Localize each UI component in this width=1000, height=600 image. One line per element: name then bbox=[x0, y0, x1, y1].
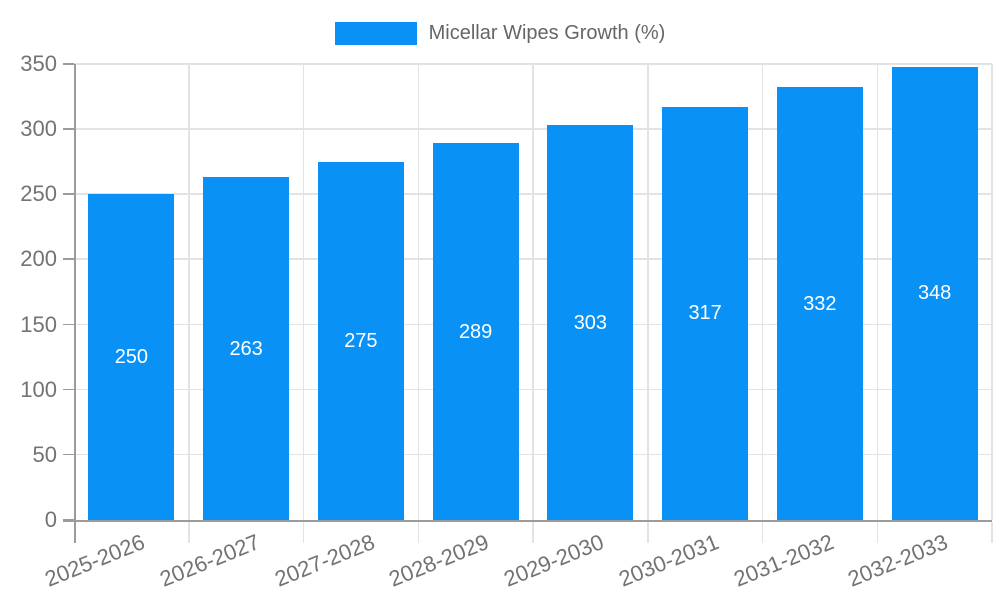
bar-2030-2031 bbox=[662, 106, 749, 520]
x-axis-tick bbox=[188, 522, 190, 543]
y-axis-line bbox=[74, 64, 76, 543]
bar-2029-2030 bbox=[547, 125, 634, 520]
bar-value-label: 275 bbox=[344, 329, 378, 352]
bar-2027-2028 bbox=[317, 161, 404, 520]
legend-label: Micellar Wipes Growth (%) bbox=[428, 22, 666, 44]
bar-2028-2029 bbox=[432, 143, 519, 520]
bar-value-label: 332 bbox=[803, 292, 837, 315]
y-axis-tick-label: 300 bbox=[20, 116, 57, 142]
x-axis-category-label: 2030-2031 bbox=[615, 529, 723, 592]
x-axis-category-label: 2026-2027 bbox=[156, 529, 264, 592]
vertical-gridline bbox=[188, 64, 190, 520]
y-axis-tick bbox=[63, 258, 74, 260]
y-axis-tick bbox=[63, 193, 74, 195]
y-axis-tick-label: 150 bbox=[20, 311, 57, 337]
y-axis-tick-label: 0 bbox=[44, 507, 57, 532]
x-axis-tick bbox=[761, 522, 764, 543]
y-axis-tick-label: 50 bbox=[32, 441, 57, 467]
x-axis-category-label: 2027-2028 bbox=[270, 529, 378, 592]
y-axis-tick-label: 200 bbox=[20, 246, 57, 272]
x-axis-category-label: 2032-2033 bbox=[844, 529, 952, 592]
y-axis-tick bbox=[63, 63, 74, 65]
x-axis-tick bbox=[532, 522, 534, 543]
vertical-gridline bbox=[647, 64, 649, 520]
bar-value-label: 289 bbox=[458, 320, 493, 343]
x-axis-tick bbox=[417, 522, 419, 543]
vertical-gridline bbox=[417, 64, 419, 520]
bar-2032-2033 bbox=[891, 66, 978, 520]
vertical-gridline bbox=[991, 64, 993, 520]
x-axis-tick bbox=[302, 522, 305, 543]
legend[interactable]: Micellar Wipes Growth (%) bbox=[0, 20, 1000, 46]
y-axis-tick bbox=[63, 519, 74, 521]
bar-2025-2026 bbox=[88, 194, 175, 520]
y-axis-tick-label: 350 bbox=[20, 51, 57, 76]
bar-value-label: 348 bbox=[917, 282, 952, 305]
x-axis-line bbox=[63, 520, 992, 522]
x-axis-category-label: 2025-2026 bbox=[41, 529, 149, 592]
bar-value-label: 317 bbox=[688, 302, 722, 325]
y-axis-tick bbox=[63, 388, 74, 391]
x-axis-category-label: 2028-2029 bbox=[385, 529, 493, 592]
bar-2026-2027 bbox=[203, 177, 290, 520]
x-axis-tick bbox=[647, 522, 649, 543]
x-axis-tick bbox=[991, 522, 993, 543]
y-axis-tick bbox=[63, 128, 74, 130]
vertical-gridline bbox=[532, 64, 534, 520]
vertical-gridline bbox=[761, 64, 764, 520]
y-axis-tick bbox=[63, 323, 74, 326]
y-axis-tick-label: 100 bbox=[20, 376, 57, 402]
legend-swatch bbox=[334, 21, 417, 45]
bar-value-label: 303 bbox=[573, 311, 608, 334]
x-axis-category-label: 2031-2032 bbox=[729, 529, 837, 592]
bar-value-label: 263 bbox=[229, 337, 263, 360]
horizontal-gridline bbox=[74, 63, 992, 65]
bar-2031-2032 bbox=[776, 87, 863, 520]
y-axis-tick-label: 250 bbox=[20, 181, 57, 207]
y-axis-tick bbox=[63, 453, 74, 456]
bar-value-label: 250 bbox=[114, 346, 149, 369]
vertical-gridline bbox=[876, 64, 878, 520]
x-axis-category-label: 2029-2030 bbox=[500, 529, 608, 592]
vertical-gridline bbox=[302, 64, 305, 520]
x-axis-tick bbox=[876, 522, 878, 543]
